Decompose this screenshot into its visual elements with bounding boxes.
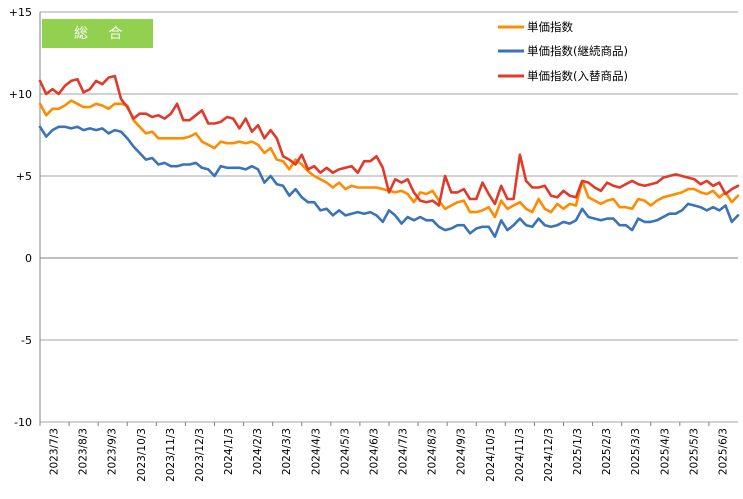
x-tick-label: 2025/5/3 <box>688 428 700 475</box>
x-tick-label: 2025/6/3 <box>717 428 729 475</box>
x-tick-label: 2025/2/3 <box>601 428 613 475</box>
y-axis-ticks: +15 +10 +5 0 -5 -10 <box>9 6 32 429</box>
x-tick-label: 2024/3/3 <box>281 428 293 475</box>
y-tick-label: -5 <box>21 334 32 347</box>
legend-label: 単価指数(入替商品) <box>527 69 628 83</box>
x-tick-label: 2024/5/3 <box>339 428 351 475</box>
x-tick-label: 2025/4/3 <box>659 428 671 475</box>
series-line-1 <box>38 125 740 238</box>
x-tick-label: 2023/7/3 <box>49 428 61 475</box>
series-line-2 <box>38 74 740 207</box>
x-tick-label: 2023/10/3 <box>136 428 148 482</box>
legend-label: 単価指数(継続商品) <box>527 44 628 58</box>
y-tick-label: +10 <box>9 88 32 101</box>
x-tick-label: 2024/9/3 <box>456 428 468 475</box>
grid <box>40 11 738 423</box>
x-tick-label: 2024/10/3 <box>485 428 497 482</box>
y-tick-label: 0 <box>25 252 32 265</box>
badge-background <box>42 19 153 48</box>
x-tick-label: 2023/9/3 <box>107 428 119 475</box>
badge-label: 総 合 <box>74 26 130 42</box>
x-tick-label: 2024/12/3 <box>543 428 555 482</box>
x-axis-ticks: 2023/7/3 2023/8/3 2023/9/3 2023/10/3 2023/11… <box>39 422 729 482</box>
x-tick-label: 2024/6/3 <box>368 428 380 475</box>
x-tick-label: 2025/3/3 <box>630 428 642 475</box>
x-tick-label: 2024/7/3 <box>398 428 410 475</box>
x-tick-label: 2023/8/3 <box>78 428 90 475</box>
x-tick-label: 2024/1/3 <box>223 428 235 475</box>
x-tick-label: 2024/11/3 <box>514 428 526 482</box>
y-tick-label: +5 <box>16 170 32 183</box>
x-tick-label: 2024/4/3 <box>310 428 322 475</box>
x-tick-label: 2024/2/3 <box>252 428 264 475</box>
x-tick-label: 2023/12/3 <box>194 428 206 482</box>
x-tick-label: 2024/8/3 <box>427 428 439 475</box>
x-tick-label: 2023/11/3 <box>165 428 177 482</box>
x-tick-label: 2025/1/3 <box>572 428 584 475</box>
chart-badge: 総 合 <box>42 19 153 48</box>
series-lines <box>38 74 740 238</box>
y-tick-label: +15 <box>9 6 32 19</box>
y-tick-label: -10 <box>14 416 32 429</box>
legend-label: 単価指数 <box>527 20 573 34</box>
